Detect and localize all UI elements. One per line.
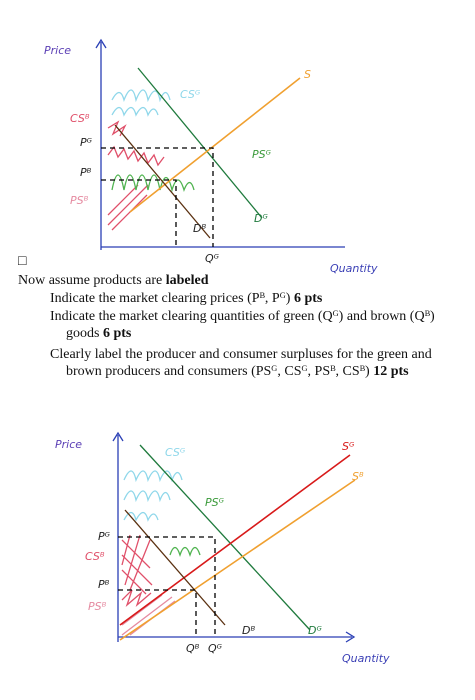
- item-text: Indicate the market clearing prices (Pᴮ,…: [50, 291, 291, 306]
- label: CSᴮ: [70, 112, 90, 125]
- dashed-guides: [101, 147, 214, 247]
- label: Dᴮ: [242, 624, 255, 637]
- label: Quantity: [342, 652, 390, 665]
- label: PSᴮ: [70, 194, 89, 207]
- label: Sᴮ: [352, 470, 364, 483]
- diagram-1: Price CSᴮ Pᴳ Pᴮ PSᴮ CSᴳ S PSᴳ Dᴮ Dᴳ Qᴳ Q…: [44, 38, 378, 275]
- label: Pᴳ: [80, 136, 93, 149]
- axes: [100, 42, 345, 250]
- label: Price: [55, 438, 82, 451]
- label: Price: [44, 44, 71, 57]
- points: 6 pts: [293, 291, 323, 306]
- arrow: [95, 38, 107, 49]
- label: Sᴳ: [342, 440, 355, 453]
- label: CSᴳ: [165, 446, 186, 459]
- ps-g-shading: [111, 174, 195, 193]
- points: 12 pts: [373, 364, 409, 379]
- diagram-2: Price CSᴳ Sᴳ Sᴮ PSᴳ Pᴳ CSᴮ Pᴮ PSᴮ Qᴮ Qᴳ …: [55, 431, 390, 665]
- supply-brown: [119, 479, 356, 641]
- label: Qᴮ: [186, 642, 200, 655]
- label: Dᴮ: [193, 222, 206, 235]
- label: Pᴮ: [98, 578, 110, 591]
- list-item: Indicate the market clearing prices (Pᴮ,…: [50, 290, 436, 307]
- demand-brown: [114, 124, 211, 239]
- cs-g-shading: [123, 470, 183, 522]
- supply: [129, 77, 301, 213]
- label: CSᴳ: [180, 88, 201, 101]
- points: 6 pts: [102, 326, 132, 341]
- demand-brown: [124, 509, 226, 626]
- arrow: [112, 431, 356, 643]
- label: Dᴳ: [308, 624, 322, 637]
- item-text: Indicate the market clearing quantities …: [50, 309, 435, 341]
- ps-g-shading: [169, 546, 201, 558]
- label: PSᴳ: [252, 148, 272, 161]
- demand-green: [137, 67, 263, 219]
- label: S: [304, 68, 311, 81]
- label: CSᴮ: [85, 550, 105, 563]
- label: Dᴳ: [254, 212, 268, 225]
- label: PSᴮ: [88, 600, 107, 613]
- intro-text: Now assume products are: [18, 273, 163, 288]
- axes: [117, 435, 352, 642]
- list-item: Clearly label the producer and consumer …: [50, 346, 436, 380]
- item-text: Clearly label the producer and consumer …: [50, 347, 432, 379]
- list-item: Indicate the market clearing quantities …: [50, 308, 436, 342]
- ps-b-shading: [107, 145, 165, 231]
- intro: Now assume products are labeled: [18, 272, 209, 289]
- cs-b-shading: [121, 534, 153, 608]
- label: Pᴳ: [98, 530, 111, 543]
- label: Quantity: [330, 262, 378, 275]
- label: PSᴳ: [205, 496, 225, 509]
- cs-b-shading: [107, 120, 127, 137]
- supply-green: [119, 454, 351, 626]
- demand-green: [139, 444, 311, 631]
- label: Qᴳ: [208, 642, 223, 655]
- ps-b-shading: [121, 594, 176, 636]
- checkbox[interactable]: □: [18, 254, 27, 269]
- intro-bold: labeled: [165, 273, 209, 288]
- cs-g-shading: [111, 89, 171, 117]
- dashed-guides: [118, 536, 216, 637]
- label: Pᴮ: [80, 166, 92, 179]
- label: Qᴳ: [205, 252, 220, 265]
